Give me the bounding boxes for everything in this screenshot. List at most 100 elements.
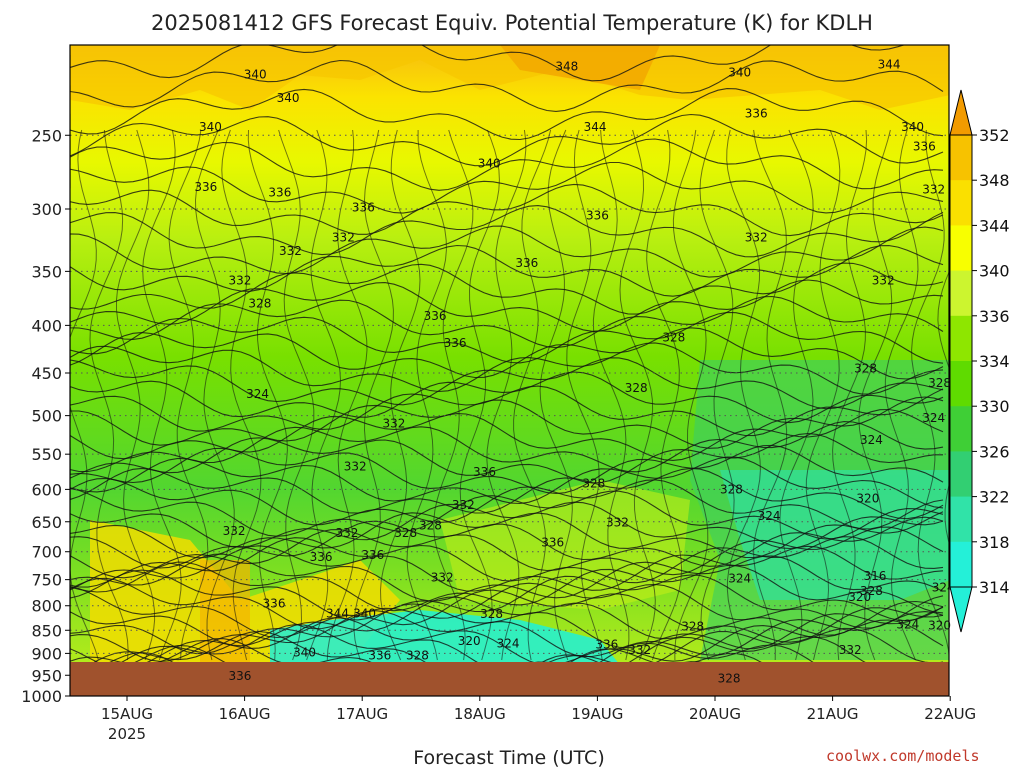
contour-label-328: 328 [480, 607, 503, 621]
y-tick-label-500: 500 [31, 407, 62, 426]
contour-line [326, 129, 368, 661]
x-tick-label-15AUG: 15AUG [101, 705, 153, 723]
contour-label-332: 332 [606, 515, 629, 529]
contour-label-348: 348 [555, 60, 578, 74]
colorbar-top-arrow [949, 89, 973, 136]
y-tick-label-950: 950 [31, 666, 62, 685]
contour-label-344: 344 [326, 606, 349, 620]
contour-label-336: 336 [745, 107, 768, 121]
contour-label-324: 324 [497, 636, 520, 650]
y-tick-label-750: 750 [31, 571, 62, 590]
plot-area [70, 45, 949, 696]
contour-label-332: 332 [279, 244, 302, 258]
contour-label-332: 332 [872, 273, 895, 287]
contour-label-328: 328 [860, 584, 883, 598]
contour-line [70, 610, 944, 662]
contour-label-340: 340 [901, 120, 924, 134]
contour-line [646, 129, 683, 661]
y-tick-label-900: 900 [31, 644, 62, 663]
x-axis: 15AUG 16AUG 17AUG 18AUG 19AUG 20AUG 21AUG 22AUG [101, 696, 976, 723]
contour-line [779, 129, 814, 661]
y-tick-label-1000: 1000 [21, 687, 62, 706]
contour-line [70, 545, 944, 592]
contour-label-328: 328 [394, 526, 417, 540]
contour-label-332: 332 [228, 273, 251, 287]
contour-line [70, 456, 944, 509]
x-tick-label-16AUG: 16AUG [219, 705, 271, 723]
contour-line [70, 88, 944, 141]
contour-label-316: 316 [863, 569, 886, 583]
contour-label-324: 324 [860, 433, 883, 447]
contour-label-324: 324 [758, 509, 781, 523]
contour-line [832, 129, 868, 661]
y-tick-label-400: 400 [31, 316, 62, 335]
contour-label-336: 336 [310, 550, 333, 564]
colorbar-label-334: 334 [979, 352, 1010, 371]
colorbar-segment [950, 135, 972, 181]
contour-line [70, 586, 944, 639]
contour-label-336: 336 [263, 597, 286, 611]
colorbar: 352 348 344 340 336 334 330 326 322 318 314 [949, 89, 1010, 633]
contour-label-328: 328 [854, 361, 877, 375]
y-tick-label-600: 600 [31, 480, 62, 499]
contour-label-332: 332 [431, 570, 454, 584]
contour-line [805, 129, 841, 661]
contour-label-336: 336 [268, 185, 291, 199]
y-tick-label-650: 650 [31, 513, 62, 532]
contour-label-328: 328 [419, 518, 442, 532]
contour-line [70, 536, 944, 588]
contour-line [70, 511, 944, 559]
contour-line [379, 129, 421, 661]
colorbar-label-322: 322 [979, 488, 1010, 507]
contour-line [89, 129, 129, 661]
contour-label-336: 336 [515, 256, 538, 270]
contour-line [70, 342, 944, 395]
contour-line [70, 421, 944, 473]
contour-label-324: 324 [728, 572, 751, 586]
x-tick-label-18AUG: 18AUG [454, 705, 506, 723]
y-tick-label-550: 550 [31, 445, 62, 464]
contour-line [221, 129, 262, 661]
contour-line [70, 467, 944, 520]
contour-label-336: 336 [913, 139, 936, 153]
x-year-label: 2025 [108, 725, 146, 743]
contour-line [306, 129, 342, 661]
contour-line [70, 396, 944, 449]
contour-line [168, 129, 209, 661]
contour-line [70, 444, 944, 495]
contour-label-324: 324 [922, 411, 945, 425]
contour-line [70, 371, 944, 424]
contour-label-320: 320 [928, 618, 951, 632]
warm-region-peak [500, 45, 660, 90]
colorbar-segment [950, 541, 972, 588]
colorbar-bottom-arrow [949, 586, 973, 633]
contour-line [70, 561, 944, 614]
contour-label-336: 336 [595, 637, 618, 651]
contour-line [884, 129, 919, 661]
contour-label-336: 336 [194, 180, 217, 194]
contour-label-328: 328 [625, 381, 648, 395]
contour-label-320: 320 [458, 634, 481, 648]
contour-line [619, 129, 656, 661]
contour-line [70, 244, 944, 297]
contour-label-332: 332 [922, 183, 945, 197]
contour-line [70, 311, 944, 364]
colorbar-segment [950, 270, 972, 317]
colorbar-segment [950, 451, 972, 498]
colorbar-label-330: 330 [979, 397, 1010, 416]
contour-line [513, 129, 552, 661]
contour-line [726, 129, 761, 661]
contour-label-328: 328 [662, 330, 685, 344]
contour-label-328: 328 [928, 376, 951, 390]
contour-label-336: 336 [228, 669, 251, 683]
moist-band-mid [440, 480, 690, 610]
contour-label-324: 324 [246, 387, 269, 401]
contour-line [70, 59, 944, 112]
contour-line [70, 408, 944, 461]
y-tick-label-300: 300 [31, 200, 62, 219]
contour-line [70, 553, 944, 602]
contour-label-324: 324 [932, 581, 955, 595]
contour-line [406, 130, 447, 661]
colorbar-label-314: 314 [979, 578, 1010, 597]
